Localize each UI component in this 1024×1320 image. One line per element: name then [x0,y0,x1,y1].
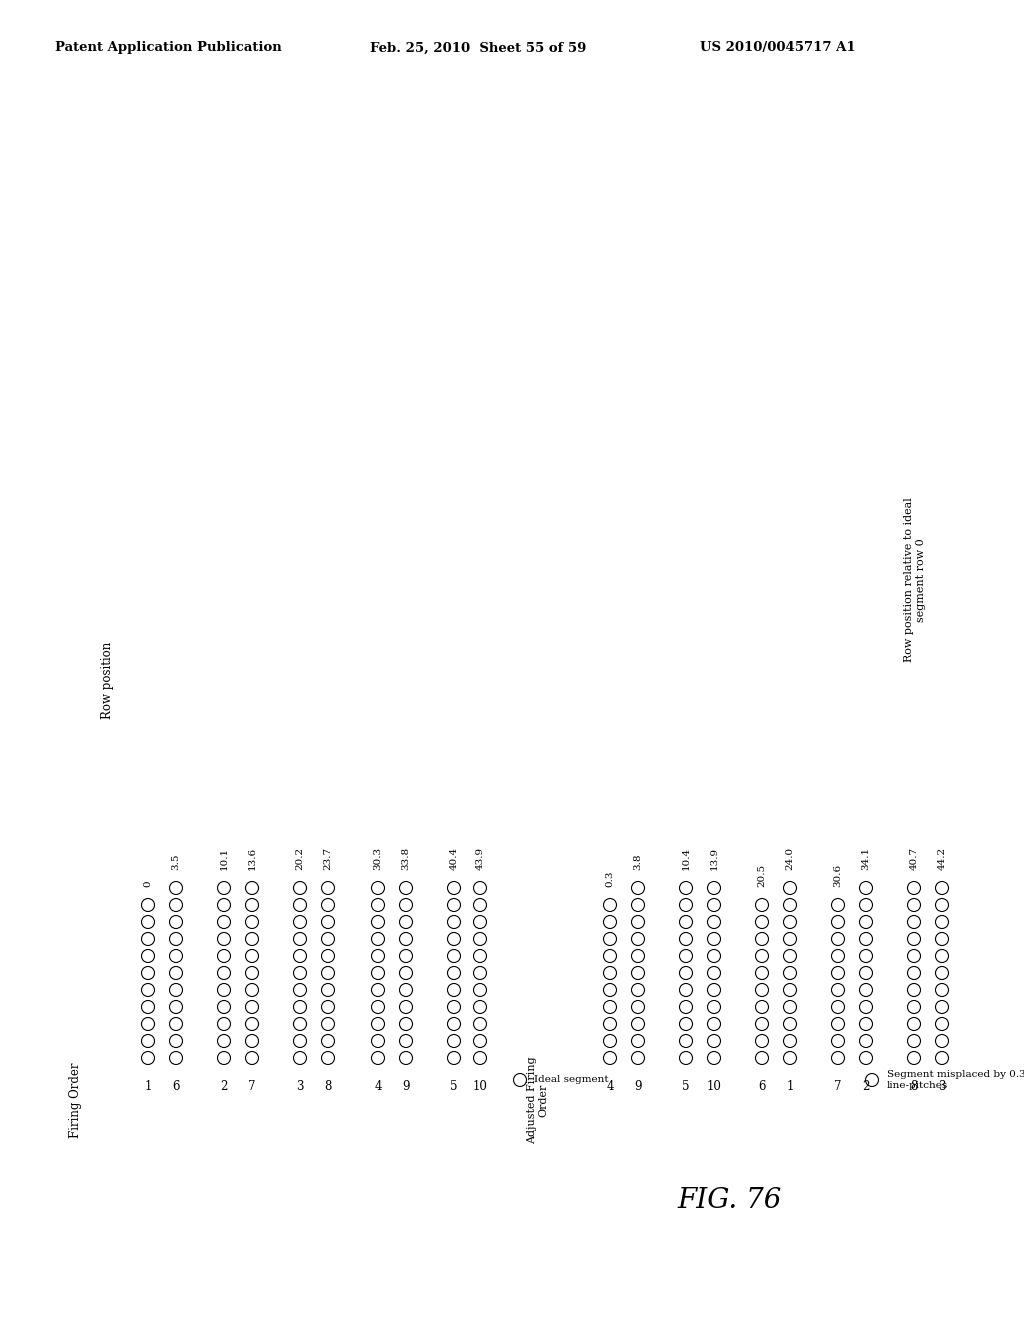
Text: 24.0: 24.0 [785,847,795,870]
Text: 1: 1 [144,1080,152,1093]
Text: FIG. 76: FIG. 76 [678,1187,782,1213]
Text: 3: 3 [938,1080,946,1093]
Text: Adjusted Firing
Order: Adjusted Firing Order [527,1056,549,1144]
Text: 2: 2 [862,1080,869,1093]
Text: 3: 3 [296,1080,304,1093]
Text: 9: 9 [402,1080,410,1093]
Text: 44.2: 44.2 [938,847,946,870]
Text: 30.6: 30.6 [834,863,843,887]
Text: 40.7: 40.7 [909,847,919,870]
Text: 0.3: 0.3 [605,870,614,887]
Text: 5: 5 [451,1080,458,1093]
Text: 5: 5 [682,1080,690,1093]
Text: 9: 9 [634,1080,642,1093]
Text: 8: 8 [325,1080,332,1093]
Text: Segment misplaced by 0.3
line-pitches: Segment misplaced by 0.3 line-pitches [887,1071,1024,1090]
Text: 6: 6 [172,1080,180,1093]
Text: Firing Order: Firing Order [70,1063,83,1138]
Text: 10.4: 10.4 [682,847,690,870]
Text: Row position relative to ideal
segment row 0: Row position relative to ideal segment r… [904,498,926,663]
Text: 3.5: 3.5 [171,854,180,870]
Text: 0: 0 [143,880,153,887]
Text: US 2010/0045717 A1: US 2010/0045717 A1 [700,41,856,54]
Text: 20.2: 20.2 [296,847,304,870]
Text: 10.1: 10.1 [219,847,228,870]
Text: 23.7: 23.7 [324,847,333,870]
Text: 13.9: 13.9 [710,847,719,870]
Text: 43.9: 43.9 [475,847,484,870]
Text: 2: 2 [220,1080,227,1093]
Text: 4: 4 [374,1080,382,1093]
Text: 13.6: 13.6 [248,847,256,870]
Text: 7: 7 [835,1080,842,1093]
Text: 6: 6 [758,1080,766,1093]
Text: Patent Application Publication: Patent Application Publication [55,41,282,54]
Text: 1: 1 [786,1080,794,1093]
Text: 30.3: 30.3 [374,847,383,870]
Text: 34.1: 34.1 [861,847,870,870]
Text: 8: 8 [910,1080,918,1093]
Text: Feb. 25, 2010  Sheet 55 of 59: Feb. 25, 2010 Sheet 55 of 59 [370,41,587,54]
Text: 10: 10 [707,1080,722,1093]
Text: 10: 10 [472,1080,487,1093]
Text: 7: 7 [248,1080,256,1093]
Text: 40.4: 40.4 [450,847,459,870]
Text: 33.8: 33.8 [401,847,411,870]
Text: 4: 4 [606,1080,613,1093]
Text: Ideal segment: Ideal segment [534,1076,608,1085]
Text: 20.5: 20.5 [758,863,767,887]
Text: 3.8: 3.8 [634,854,642,870]
Text: Row position: Row position [101,642,115,718]
